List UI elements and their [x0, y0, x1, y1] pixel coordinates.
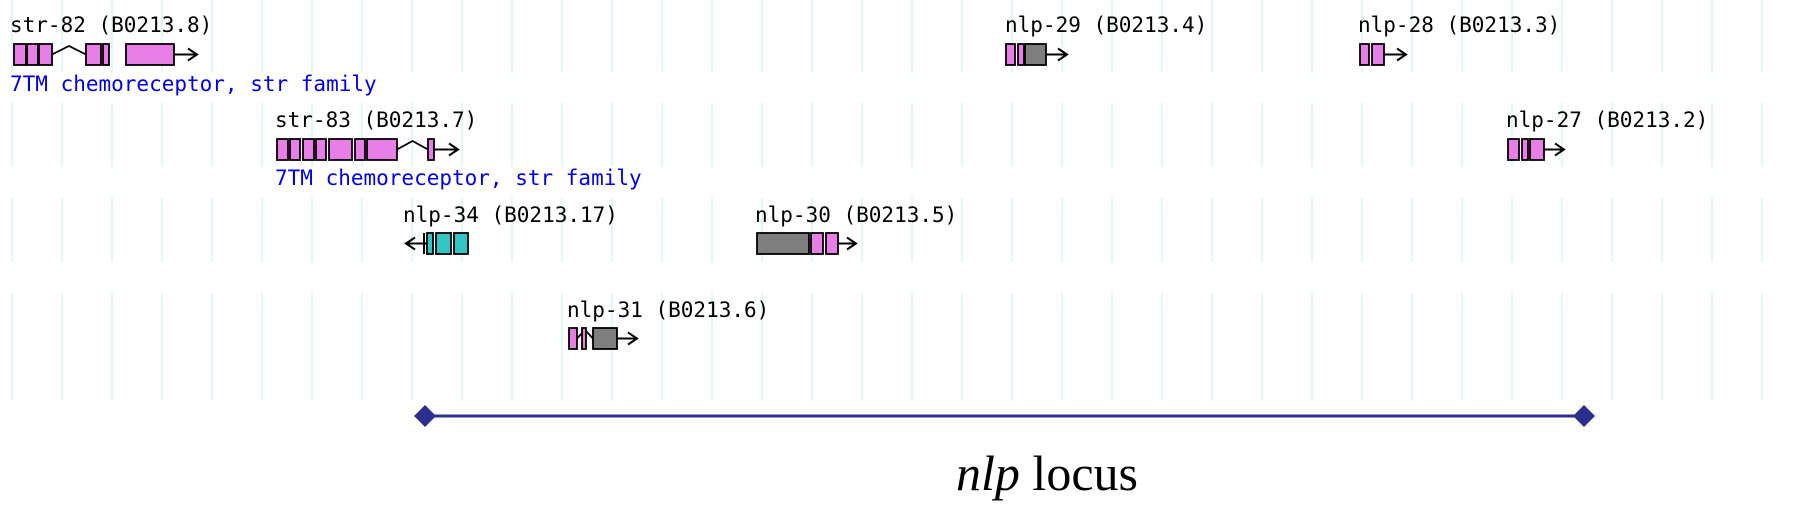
exon-box [581, 327, 587, 350]
exon-box [426, 232, 434, 255]
gene-glyph-nlp-30[interactable] [756, 232, 858, 255]
exon-box [1371, 43, 1385, 66]
strand-arrow-right [846, 236, 858, 251]
exon-box [85, 43, 102, 66]
exon-box [102, 43, 110, 66]
gene-labels: str-82 (B0213.8) 7TM chemoreceptor, str … [10, 13, 1708, 322]
gene-label-nlp-34[interactable]: nlp-34 (B0213.17) [403, 203, 618, 227]
exon-box [366, 138, 398, 161]
exon-box [825, 232, 839, 255]
strand-arrow-left [404, 236, 416, 251]
gene-glyph-nlp-31[interactable] [568, 327, 639, 350]
gene-glyph-nlp-28[interactable] [1359, 43, 1408, 66]
exon-box [1529, 138, 1545, 161]
gene-label-str-83[interactable]: str-83 (B0213.7) [275, 108, 477, 132]
gene-label-nlp-30[interactable]: nlp-30 (B0213.5) [755, 203, 957, 227]
exon-box [435, 232, 452, 255]
locus-left-marker [414, 405, 436, 427]
exon-box [125, 43, 175, 66]
strand-arrow-right [1057, 47, 1069, 62]
exon-box [328, 138, 353, 161]
strand-arrow-right [1396, 47, 1408, 62]
exon-box [354, 138, 366, 161]
exon-box [1017, 43, 1025, 66]
exon-box [453, 232, 469, 255]
strand-arrow-right [448, 142, 460, 157]
strand-arrow-right [187, 47, 199, 62]
exon-box [302, 138, 315, 161]
exon-box [1005, 43, 1016, 66]
gene-label-nlp-28[interactable]: nlp-28 (B0213.3) [1358, 13, 1560, 37]
locus-span [414, 405, 1595, 427]
exon-box [315, 138, 327, 161]
exon-box [1521, 138, 1529, 161]
strand-arrow-right [1554, 142, 1566, 157]
strand-arrow-right [627, 331, 639, 346]
locus-right-marker [1573, 405, 1595, 427]
exon-box [1359, 43, 1370, 66]
gene-label-str-82[interactable]: str-82 (B0213.8) [10, 13, 212, 37]
exon-box [276, 138, 289, 161]
intron [396, 139, 429, 151]
gene-description-str-82[interactable]: 7TM chemoreceptor, str family [10, 72, 377, 96]
gene-description-str-83[interactable]: 7TM chemoreceptor, str family [275, 166, 642, 190]
exon-box [289, 138, 301, 161]
locus-label-italic: nlp [956, 445, 1020, 501]
locus-label-rest: locus [1020, 445, 1138, 501]
exon-box [1507, 138, 1520, 161]
gene-glyph-nlp-29[interactable] [1005, 43, 1069, 66]
exon-box [756, 232, 810, 255]
exon-box [568, 327, 578, 350]
grid-lines [11, 0, 1763, 400]
gene-label-nlp-29[interactable]: nlp-29 (B0213.4) [1005, 13, 1207, 37]
gene-glyph-str-83[interactable] [276, 138, 460, 161]
exon-box [26, 43, 39, 66]
exon-box [810, 232, 824, 255]
gene-glyph-nlp-27[interactable] [1507, 138, 1566, 161]
exon-box [38, 43, 53, 66]
exon-box [427, 138, 435, 161]
intron [51, 44, 87, 56]
locus-label: nlp locus [956, 445, 1138, 501]
gene-glyph-str-82[interactable] [13, 43, 199, 66]
exon-box [592, 327, 618, 350]
gene-glyph-nlp-34[interactable] [404, 232, 469, 255]
gene-label-nlp-31[interactable]: nlp-31 (B0213.6) [567, 298, 769, 322]
gene-label-nlp-27[interactable]: nlp-27 (B0213.2) [1506, 108, 1708, 132]
exon-box [1024, 43, 1047, 66]
exon-box [13, 43, 27, 66]
